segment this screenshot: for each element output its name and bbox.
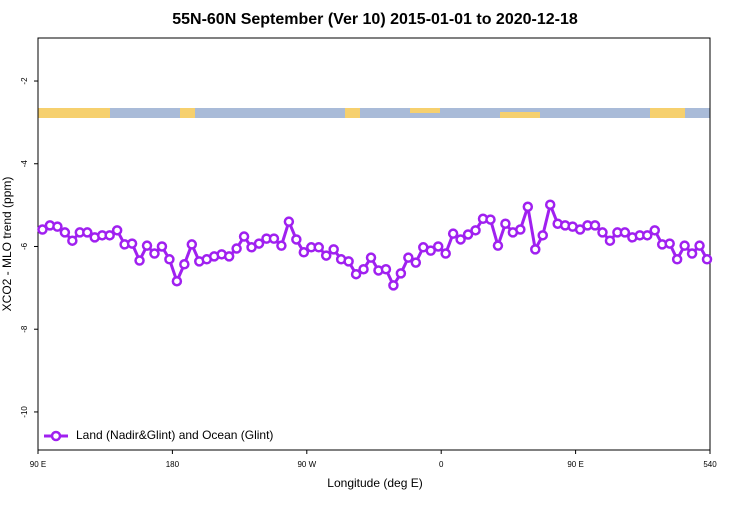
point bbox=[149, 248, 160, 259]
point bbox=[679, 240, 690, 251]
x-tick-label: 540 bbox=[703, 460, 717, 469]
point bbox=[649, 225, 660, 236]
point bbox=[432, 241, 444, 252]
chart-title: 55N-60N September (Ver 10) 2015-01-01 to… bbox=[172, 11, 578, 28]
point bbox=[313, 242, 324, 253]
point bbox=[179, 259, 190, 270]
point bbox=[403, 252, 414, 263]
point bbox=[604, 235, 616, 246]
point bbox=[589, 220, 601, 231]
point bbox=[447, 228, 459, 239]
point bbox=[231, 243, 242, 254]
point bbox=[291, 234, 302, 245]
point bbox=[358, 263, 369, 275]
x-tick-label: 90 E bbox=[30, 460, 46, 469]
y-axis-label: XCO2 - MLO trend (ppm) bbox=[0, 177, 14, 312]
map-strip bbox=[38, 108, 710, 118]
point bbox=[530, 244, 541, 255]
point bbox=[686, 248, 698, 259]
point bbox=[455, 234, 466, 245]
point bbox=[642, 230, 653, 241]
legend-marker bbox=[50, 430, 62, 442]
point bbox=[111, 225, 123, 236]
point bbox=[574, 224, 586, 235]
point bbox=[37, 224, 48, 235]
point bbox=[701, 254, 713, 265]
y-tick-label: -10 bbox=[20, 406, 29, 418]
point bbox=[664, 238, 675, 249]
point bbox=[350, 268, 362, 280]
x-tick-label: 0 bbox=[439, 460, 444, 469]
plot-frame bbox=[37, 37, 711, 451]
x-axis-label: Longitude (deg E) bbox=[327, 476, 422, 490]
point bbox=[156, 241, 168, 252]
point bbox=[328, 244, 339, 255]
y-tick-label: -4 bbox=[20, 160, 29, 168]
point bbox=[380, 263, 392, 275]
y-tick-label: -8 bbox=[20, 325, 29, 333]
point bbox=[52, 221, 63, 232]
point bbox=[522, 201, 534, 213]
point bbox=[164, 254, 175, 265]
y-tick-label: -6 bbox=[20, 242, 29, 250]
point bbox=[268, 233, 280, 244]
point bbox=[515, 224, 526, 235]
point bbox=[440, 248, 451, 259]
point bbox=[343, 256, 354, 267]
point bbox=[238, 231, 250, 242]
point bbox=[320, 250, 332, 261]
point bbox=[104, 230, 115, 241]
point bbox=[171, 275, 183, 287]
point bbox=[470, 225, 481, 236]
point bbox=[223, 251, 235, 262]
point bbox=[694, 240, 705, 251]
point bbox=[141, 240, 153, 251]
point bbox=[59, 227, 71, 238]
point bbox=[500, 218, 511, 229]
point bbox=[365, 252, 377, 263]
x-tick-label: 180 bbox=[166, 460, 180, 469]
point bbox=[126, 238, 138, 249]
point bbox=[425, 245, 436, 256]
point bbox=[395, 268, 407, 279]
point bbox=[253, 238, 265, 249]
y-tick-label: -2 bbox=[20, 77, 29, 85]
point bbox=[298, 247, 310, 258]
point bbox=[134, 255, 145, 266]
point bbox=[67, 235, 78, 246]
point bbox=[597, 227, 608, 238]
point bbox=[671, 254, 683, 265]
point bbox=[283, 216, 295, 227]
point bbox=[619, 227, 631, 238]
point bbox=[537, 230, 548, 241]
point bbox=[388, 280, 399, 291]
point bbox=[492, 240, 504, 251]
point bbox=[82, 227, 93, 238]
x-tick-label: 90 W bbox=[297, 460, 316, 469]
point bbox=[276, 240, 287, 251]
legend-label: Land (Nadir&Glint) and Ocean (Glint) bbox=[76, 428, 273, 442]
x-tick-label: 90 E bbox=[567, 460, 583, 469]
point bbox=[462, 229, 474, 240]
point bbox=[186, 239, 198, 250]
point bbox=[485, 214, 496, 225]
point bbox=[544, 199, 556, 210]
point bbox=[410, 257, 422, 268]
